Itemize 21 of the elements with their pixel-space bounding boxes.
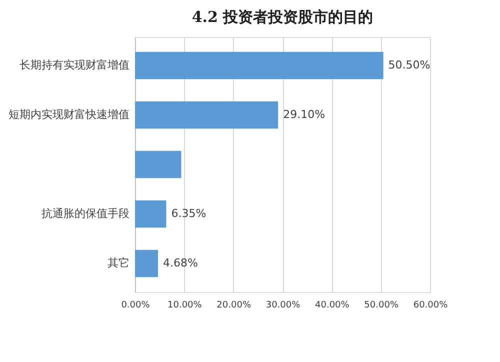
bar <box>135 101 278 129</box>
bar <box>135 200 166 228</box>
data-label: 29.10% <box>283 108 326 121</box>
data-label: 50.50% <box>388 58 430 72</box>
y-tick-label: 抗通胀的保值手段 <box>42 207 130 220</box>
x-tick-label: 20.00% <box>216 300 252 310</box>
data-label: 4.68% <box>163 256 198 270</box>
y-tick-label: 长期持有实现财富增值 <box>20 58 130 72</box>
x-tick-label: 40.00% <box>315 300 350 310</box>
x-tick-label: 0.00% <box>121 300 150 310</box>
y-tick-label: 短期内实现财富快速增值 <box>8 108 130 121</box>
bar <box>135 250 158 278</box>
bar <box>135 52 384 80</box>
bar <box>135 150 182 178</box>
x-tick-label: 30.00% <box>266 300 301 310</box>
x-tick-label: 50.00% <box>364 300 399 310</box>
x-tick-label: 60.00% <box>413 300 448 310</box>
data-label: 6.35% <box>171 207 206 220</box>
chart-title: 4.2 投资者投资股市的目的 <box>192 8 374 26</box>
x-tick-label: 10.00% <box>168 300 202 310</box>
y-tick-label: 其它 <box>108 256 130 270</box>
